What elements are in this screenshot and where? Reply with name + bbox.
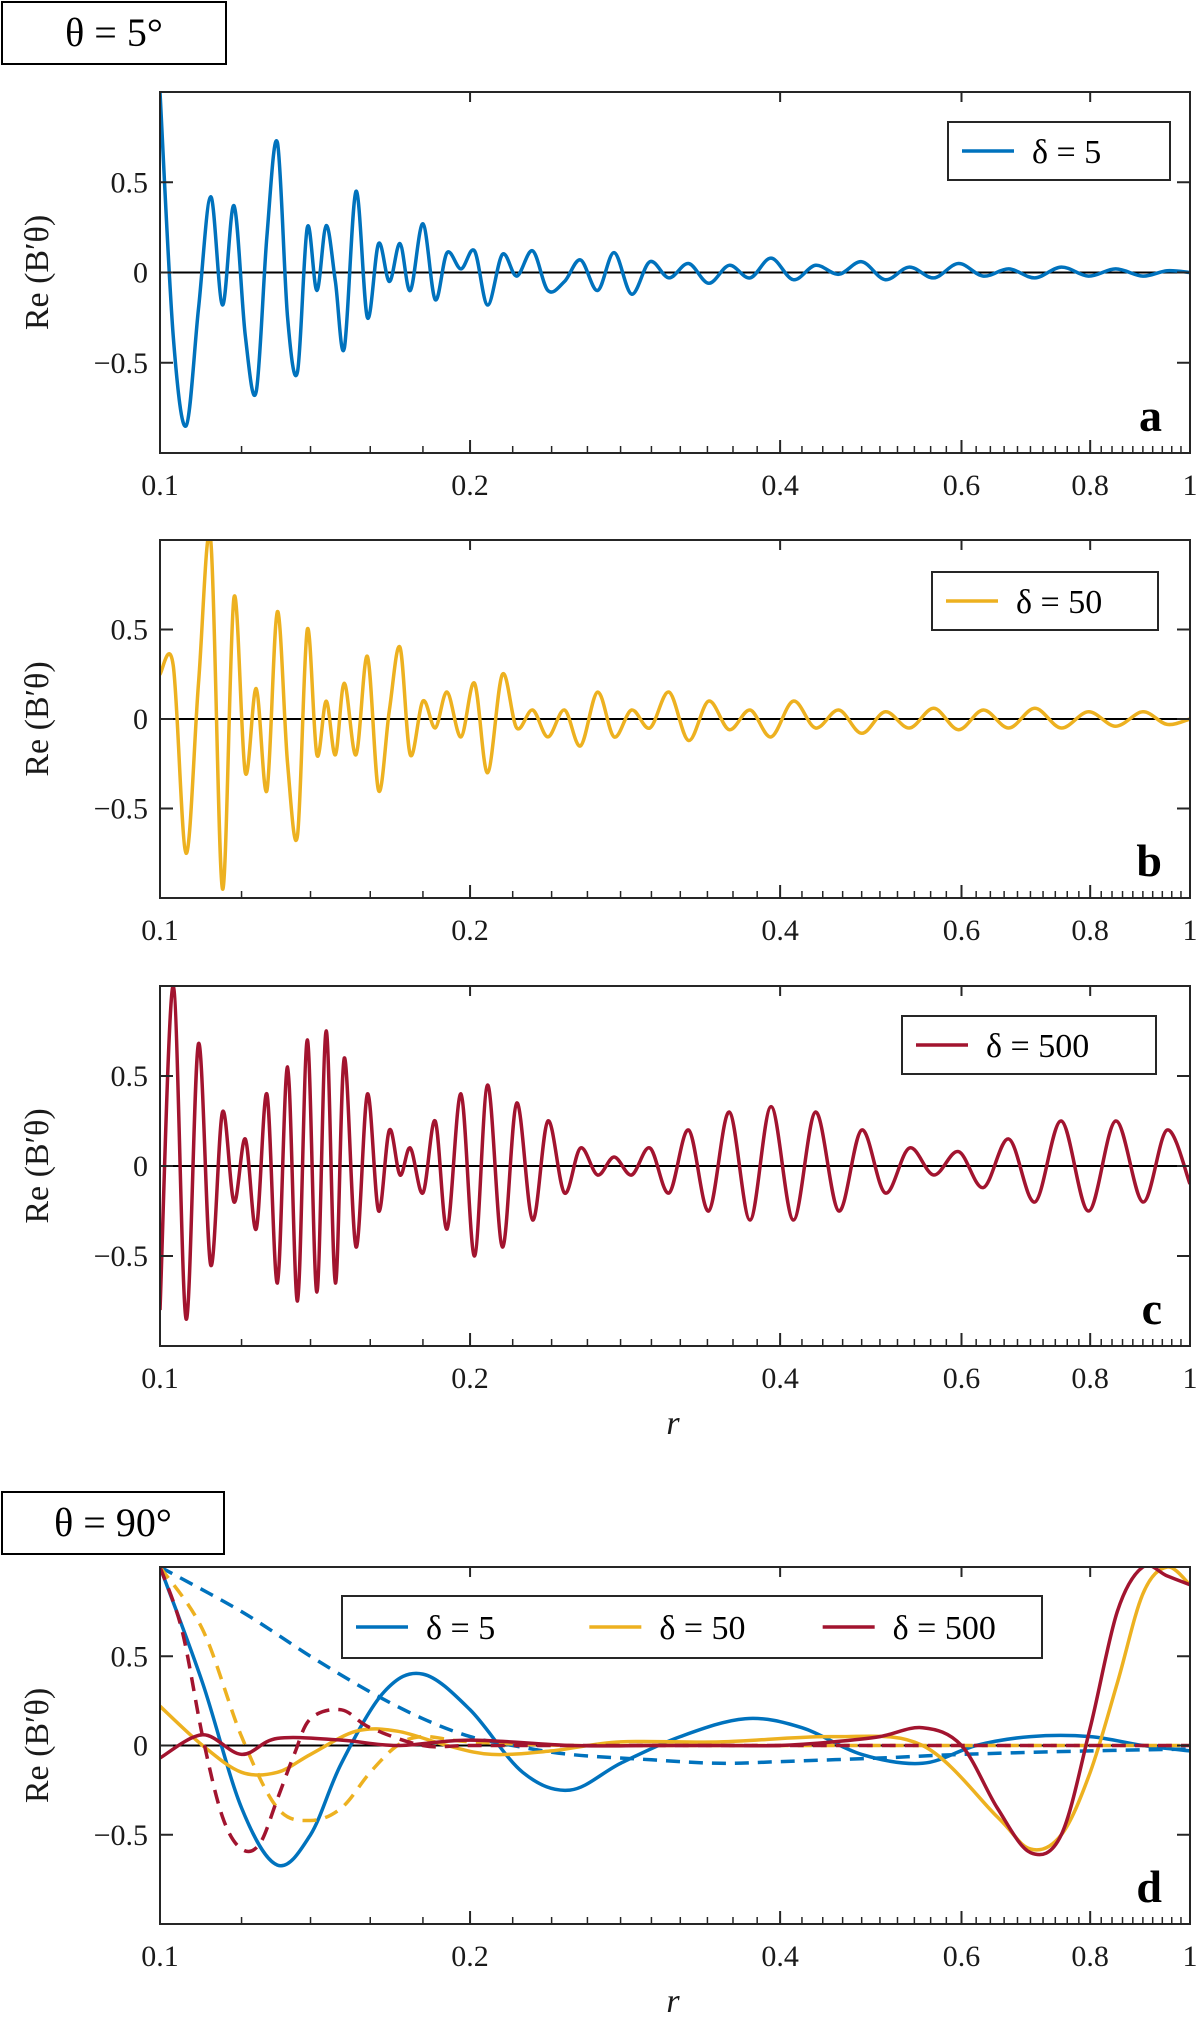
- x-tick-label: 0.2: [451, 469, 489, 502]
- y-tick-label: 0: [133, 1730, 148, 1763]
- panel-b: 0.1 0.2 0.4 0.6 0.8 1 0.5 0 −0.5 Re (B′θ) b δ = 50: [19, 539, 1198, 947]
- legend-label: δ = 50: [1016, 584, 1102, 621]
- y-tick-label: −0.5: [94, 1819, 148, 1852]
- x-tick-label: 0.1: [141, 914, 179, 947]
- x-tick-label: 0.2: [451, 1362, 489, 1395]
- x-tick-label: 0.2: [451, 914, 489, 947]
- x-tick-label: 1: [1183, 914, 1198, 947]
- panel-a: 0.1 0.2 0.4 0.6 0.8 1 0.5 0 −0.5 Re (B′θ) a δ = 5: [19, 91, 1198, 502]
- y-axis-label: Re (B′θ): [19, 661, 56, 776]
- theta-label-bottom: θ = 90°: [1, 1491, 225, 1555]
- series-line-d-2: [160, 1567, 1190, 1852]
- y-tick-label: −0.5: [94, 793, 148, 826]
- panels: 0.1 0.2 0.4 0.6 0.8 10.50−0.5Re (B′θ)aδ = 50.…: [19, 91, 1198, 2020]
- series-line-d-5: [160, 1567, 1190, 1854]
- panel-letter: a: [1139, 390, 1162, 441]
- x-tick-label: 0.8: [1071, 1940, 1109, 1973]
- legend-label: δ = 500: [893, 1610, 996, 1647]
- legend-label: δ = 500: [986, 1028, 1089, 1065]
- x-tick-label: 0.8: [1071, 914, 1109, 947]
- y-tick-label: 0: [133, 257, 148, 290]
- x-axis-label: r: [666, 1405, 680, 1442]
- series-line-d-4: [160, 1567, 1190, 1857]
- panel-c: 0.1 0.2 0.4 0.6 0.8 1 0.5 0 −0.5 Re (B′θ) r c δ = 50…: [19, 985, 1198, 1442]
- series-line-d-1: [160, 1567, 1190, 1766]
- legend-a: δ = 5: [947, 121, 1171, 181]
- x-tick-label: 0.6: [943, 1362, 981, 1395]
- y-axis-label: Re (B′θ): [19, 1108, 56, 1223]
- x-tick-label: 0.4: [761, 914, 799, 947]
- x-tick-label: 0.8: [1071, 469, 1109, 502]
- series-line-a-0: [160, 92, 1190, 428]
- legend-label: δ = 5: [426, 1610, 495, 1647]
- panel-letter: b: [1136, 835, 1162, 886]
- y-axis-label: Re (B′θ): [19, 1688, 56, 1803]
- x-tick-label: 0.6: [943, 1940, 981, 1973]
- y-tick-label: −0.5: [94, 1240, 148, 1273]
- x-tick-label: 1: [1183, 1940, 1198, 1973]
- x-tick-label: 0.8: [1071, 1362, 1109, 1395]
- y-tick-label: 0: [133, 1150, 148, 1183]
- x-tick-label: 0.4: [761, 1362, 799, 1395]
- x-tick-label: 1: [1183, 469, 1198, 502]
- legend-c: δ = 500: [901, 1015, 1157, 1075]
- x-tick-label: 0.1: [141, 469, 179, 502]
- x-tick-label: 0.4: [761, 1940, 799, 1973]
- y-tick-label: 0.5: [111, 1640, 149, 1673]
- theta-label-bottom-text: θ = 90°: [54, 1500, 172, 1545]
- legend-b: δ = 50: [931, 571, 1159, 631]
- legend-label: δ = 5: [1032, 134, 1101, 171]
- legend-label: δ = 50: [659, 1610, 745, 1647]
- theta-label-top: θ = 5°: [1, 1, 227, 65]
- x-tick-label: 0.2: [451, 1940, 489, 1973]
- series-line-d-3: [160, 1567, 1190, 1823]
- panel-letter: d: [1136, 1861, 1162, 1912]
- x-axis-label: r: [666, 1983, 680, 2020]
- legend-box: [341, 1595, 1043, 1659]
- y-tick-label: −0.5: [94, 347, 148, 380]
- legend-d: δ = 5 δ = 50 δ = 500: [341, 1595, 1043, 1659]
- series-line-b-0: [160, 540, 1190, 891]
- panel-letter: c: [1142, 1283, 1162, 1334]
- x-tick-label: 0.6: [943, 469, 981, 502]
- x-tick-label: 0.6: [943, 914, 981, 947]
- y-axis-label: Re (B′θ): [19, 215, 56, 330]
- y-tick-label: 0.5: [111, 614, 149, 647]
- y-tick-label: 0.5: [111, 166, 149, 199]
- y-tick-label: 0: [133, 703, 148, 736]
- x-tick-label: 1: [1183, 1362, 1198, 1395]
- series-line-d-0: [160, 1567, 1190, 1868]
- series-line-c-0: [160, 986, 1190, 1321]
- x-tick-label: 0.1: [141, 1940, 179, 1973]
- x-tick-label: 0.1: [141, 1362, 179, 1395]
- y-tick-label: 0.5: [111, 1060, 149, 1093]
- x-tick-label: 0.4: [761, 469, 799, 502]
- theta-label-top-text: θ = 5°: [65, 10, 163, 55]
